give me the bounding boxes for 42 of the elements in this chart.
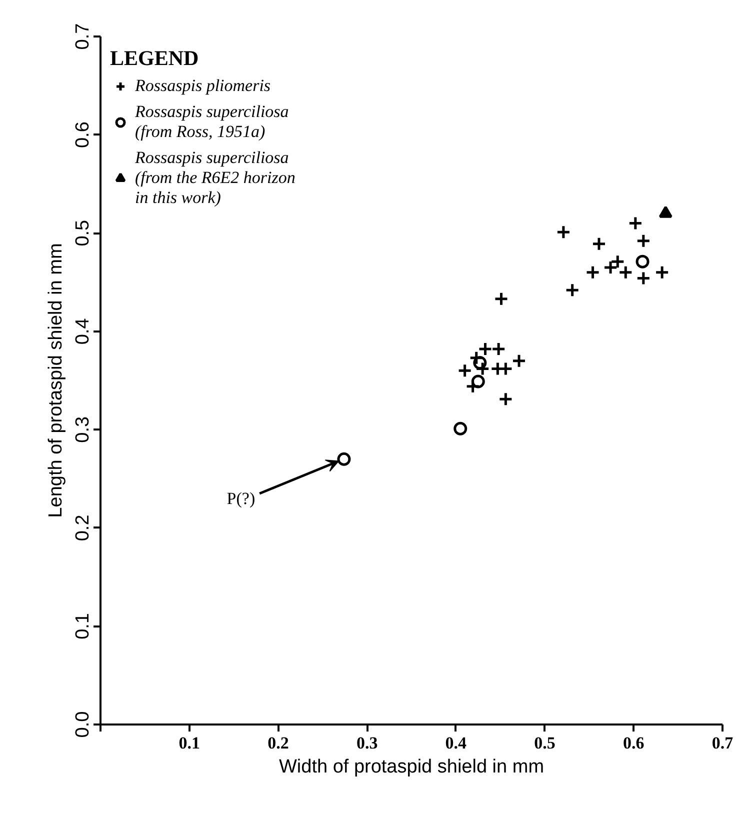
legend-label: Rossaspis pliomeris — [135, 76, 271, 96]
point — [498, 392, 513, 406]
x-tick-label: 0.2 — [268, 734, 289, 752]
x-tick-label: 0.7 — [712, 734, 734, 752]
point — [592, 236, 606, 252]
legend-label: Rossaspis superciliosa (from Ross, 1951a) — [135, 102, 289, 142]
y-tick-label: 0.3 — [72, 416, 94, 443]
point — [337, 452, 351, 466]
point — [628, 216, 643, 230]
y-tick-label: 0.0 — [72, 711, 94, 738]
point — [556, 224, 571, 240]
y-axis-title: Length of protaspid shield in mm — [46, 243, 66, 518]
point — [475, 361, 490, 376]
y-tick-label: 0.7 — [72, 23, 94, 50]
point — [471, 374, 485, 388]
x-axis-title: Width of protaspid shield in mm — [278, 756, 544, 778]
point — [458, 363, 472, 378]
point — [586, 265, 600, 280]
annotation: P(?) — [226, 488, 256, 508]
y-tick-label: 0.4 — [72, 318, 94, 345]
point — [636, 234, 651, 248]
point — [494, 292, 508, 306]
x-tick-label: 0.6 — [623, 734, 644, 752]
point — [473, 356, 487, 370]
point — [636, 271, 651, 286]
point — [654, 265, 670, 280]
x-tick-label: 0.5 — [534, 734, 556, 752]
x-tick-label: 0.4 — [445, 734, 468, 752]
point — [491, 342, 506, 356]
legend-label: Rossaspis superciliosa (from the R6E2 horizon in this work) — [135, 148, 296, 208]
y-tick-label: 0.6 — [72, 122, 94, 148]
point — [636, 254, 650, 268]
y-tick-label: 0.1 — [72, 613, 94, 640]
x-tick-label: 0.3 — [356, 734, 378, 752]
x-tick-label: 0.1 — [178, 734, 200, 752]
legend-title: LEGEND — [110, 46, 200, 71]
y-tick-label: 0.5 — [72, 220, 94, 246]
point — [618, 265, 633, 280]
y-tick-label: 0.2 — [72, 514, 94, 542]
point — [454, 422, 468, 436]
point — [512, 354, 526, 368]
point — [565, 282, 580, 298]
